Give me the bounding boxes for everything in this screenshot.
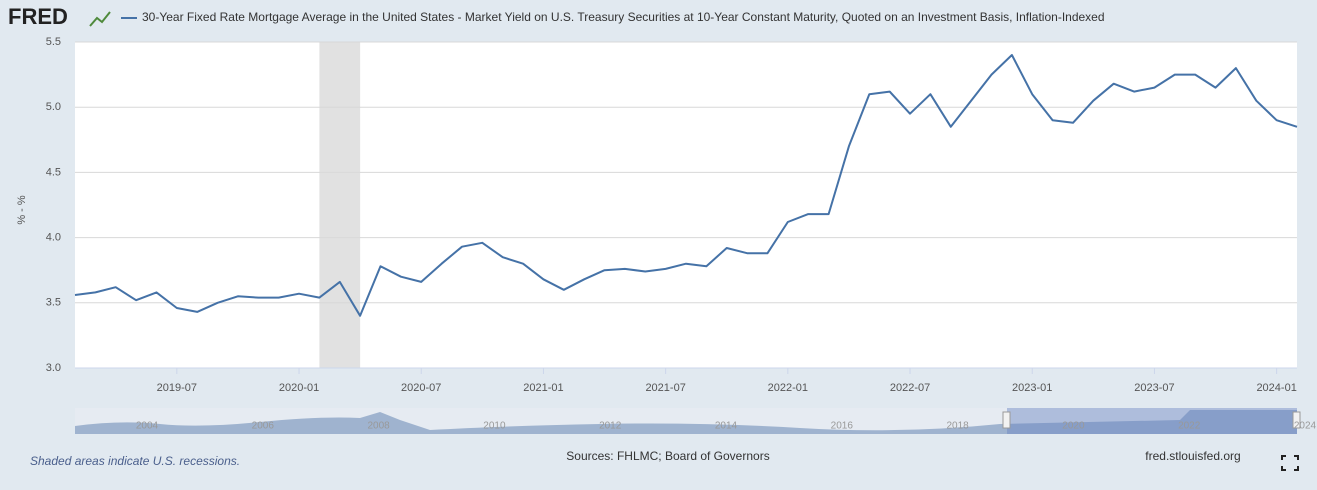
x-tick-label: 2024-01 [1256,382,1296,394]
navigator-label: 2018 [946,421,969,432]
navigator[interactable]: 2004 2006 2008 2010 2012 2014 2016 2018 2020 2022… [75,408,1317,434]
y-tick-label: 4.0 [46,232,61,244]
y-axis-label: % - % [16,195,28,225]
x-tick-label: 2019-07 [157,382,197,394]
x-tick-label: 2023-07 [1134,382,1174,394]
fullscreen-button[interactable] [1281,455,1299,471]
navigator-handle[interactable] [1002,411,1011,429]
x-tick-label: 2020-01 [279,382,319,394]
y-tick-label: 3.0 [46,362,61,374]
y-tick-label: 5.5 [46,36,61,48]
navigator-label: 2022 [1178,421,1201,432]
y-tick-label: 4.5 [46,166,61,178]
navigator-area [75,410,1297,434]
series-line [74,54,1298,317]
plot-area [75,42,1297,368]
logo-icon [89,11,111,27]
legend-label: 30-Year Fixed Rate Mortgage Average in t… [142,10,1105,24]
y-tick-label: 3.5 [46,297,61,309]
navigator-label: 2004 [136,421,159,432]
y-tick-label: 5.0 [46,101,61,113]
recession-band [319,42,361,368]
navigator-label: 2008 [367,421,390,432]
x-tick-label: 2021-07 [645,382,685,394]
source: Sources: FHLMC; Board of Governors [566,449,769,463]
navigator-label: 2020 [1062,421,1085,432]
recession-note: Shaded areas indicate U.S. recessions. [30,454,240,468]
navigator-label: 2006 [252,421,275,432]
x-tick-label: 2022-01 [768,382,808,394]
x-tick-label: 2020-07 [401,382,441,394]
navigator-label: 2024 [1294,421,1317,432]
x-tick-label: 2021-01 [523,382,563,394]
brand-logo[interactable]: FRED [8,4,68,29]
x-tick-label: 2023-01 [1012,382,1052,394]
navigator-label: 2012 [599,421,622,432]
navigator-label: 2010 [483,421,506,432]
navigator-selection[interactable] [1007,408,1297,434]
navigator-label: 2016 [831,421,854,432]
site-link[interactable]: fred.stlouisfed.org [1145,449,1240,463]
x-tick-label: 2022-07 [890,382,930,394]
navigator-label: 2014 [715,421,738,432]
navigator-handle[interactable] [1292,411,1301,429]
